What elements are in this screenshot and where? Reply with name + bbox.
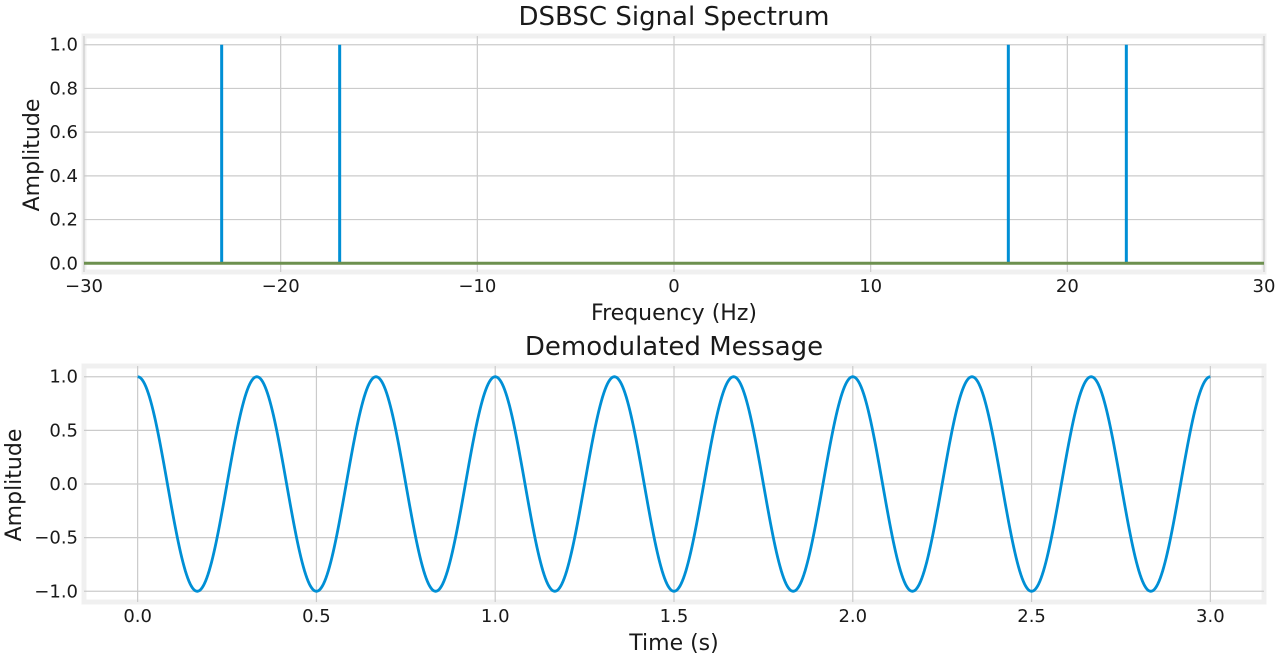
spectrum-x-tick-label: 10 bbox=[859, 276, 882, 297]
demodulated-x-tick-label: 0.0 bbox=[123, 606, 152, 627]
spectrum-y-tick-label: 0.6 bbox=[49, 122, 78, 143]
demodulated-x-tick-label: 2.5 bbox=[1017, 606, 1046, 627]
demodulated-title: Demodulated Message bbox=[525, 332, 823, 362]
spectrum-y-axis-label: Amplitude bbox=[20, 99, 45, 212]
spectrum-x-tick-label: −10 bbox=[458, 276, 496, 297]
demodulated-x-tick-label: 3.0 bbox=[1196, 606, 1225, 627]
demodulated-y-axis-label: Amplitude bbox=[2, 429, 27, 542]
spectrum-x-tick-label: 30 bbox=[1253, 276, 1276, 297]
spectrum-title: DSBSC Signal Spectrum bbox=[519, 2, 830, 32]
spectrum-y-tick-label: 0.4 bbox=[49, 166, 78, 187]
spectrum-x-axis-label: Frequency (Hz) bbox=[591, 301, 757, 326]
spectrum-y-tick-label: 0.0 bbox=[49, 253, 78, 274]
demodulated-y-tick-label: 0.0 bbox=[49, 474, 78, 495]
demodulated-x-tick-label: 2.0 bbox=[838, 606, 867, 627]
spectrum-x-tick-labels: −30 −20 −10 0 10 20 30 bbox=[65, 276, 1275, 297]
spectrum-x-tick-label: −30 bbox=[65, 276, 103, 297]
spectrum-x-tick-label: 20 bbox=[1056, 276, 1079, 297]
demodulated-chart: 0.0 0.5 1.0 1.5 2.0 2.5 3.0 −1.0−0.50.00.51.0 … bbox=[2, 332, 1267, 656]
spectrum-y-tick-label: 0.2 bbox=[49, 210, 78, 231]
spectrum-y-tick-labels: 0.0 0.2 0.4 0.6 0.8 1.0 bbox=[49, 35, 78, 275]
spectrum-x-tick-label: −20 bbox=[262, 276, 300, 297]
demodulated-y-tick-label: −1.0 bbox=[34, 581, 78, 602]
demodulated-x-tick-label: 1.0 bbox=[481, 606, 510, 627]
demodulated-gridlines bbox=[84, 366, 1264, 602]
demodulated-x-tick-label: 0.5 bbox=[302, 606, 331, 627]
demodulated-series-line bbox=[137, 375, 1211, 593]
demodulated-y-tick-label: 1.0 bbox=[49, 367, 78, 388]
spectrum-y-tick-label: 1.0 bbox=[49, 35, 78, 56]
spectrum-gridlines bbox=[83, 36, 1265, 272]
demodulated-y-tick-label: −0.5 bbox=[34, 528, 78, 549]
demodulated-y-tick-labels: −1.0 −0.5 0.0 0.5 1.0 bbox=[34, 367, 78, 603]
demodulated-series bbox=[137, 375, 1211, 593]
spectrum-y-tick-label: 0.8 bbox=[49, 78, 78, 99]
demodulated-x-tick-labels: 0.0 0.5 1.0 1.5 2.0 2.5 3.0 bbox=[123, 606, 1224, 627]
demodulated-x-axis-label: Time (s) bbox=[628, 631, 718, 656]
demodulated-x-tick-label: 1.5 bbox=[660, 606, 689, 627]
spectrum-series bbox=[84, 44, 1264, 265]
spectrum-x-tick-label: 0 bbox=[668, 276, 679, 297]
demodulated-y-tick-label: 0.5 bbox=[49, 420, 78, 441]
spectrum-chart: −30 −20 −10 0 10 20 30 0.0 0.2 0.4 0.6 0.8 1.0 DSBS… bbox=[20, 2, 1275, 326]
